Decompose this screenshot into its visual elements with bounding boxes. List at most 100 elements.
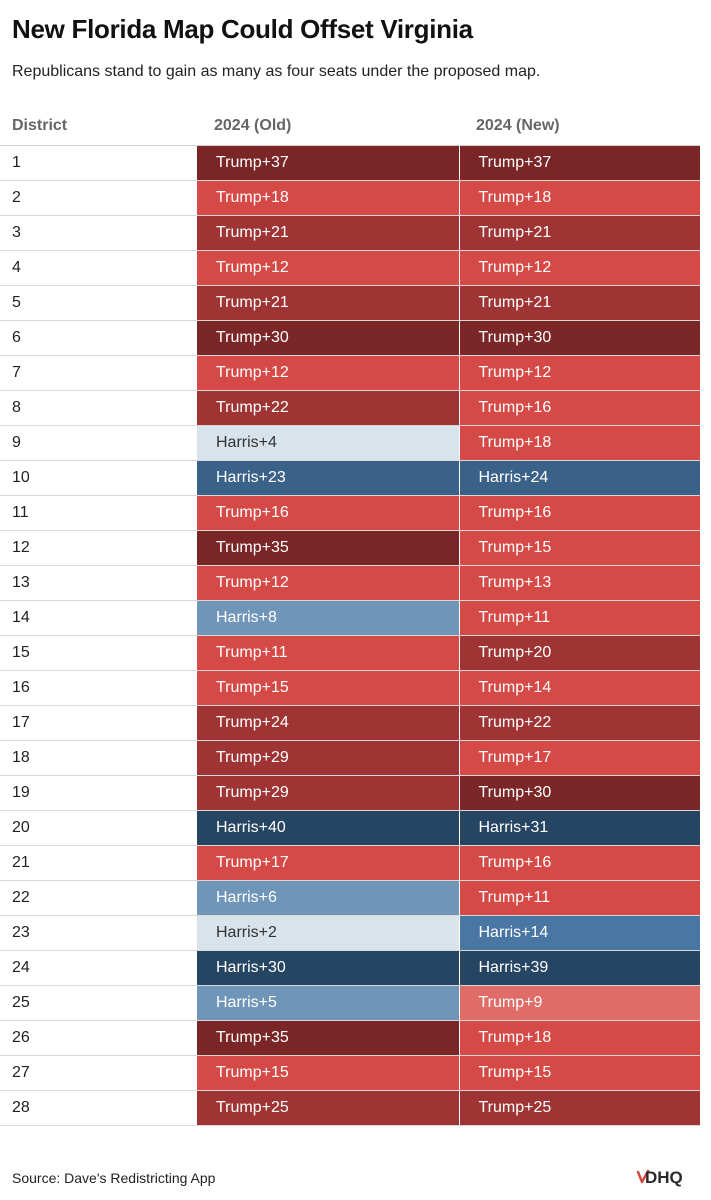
district-number: 5 xyxy=(0,285,197,321)
table-row: 11 Trump+16 Trump+16 xyxy=(0,495,700,531)
new-margin-cell: Trump+30 xyxy=(458,320,700,356)
district-number: 16 xyxy=(0,670,197,706)
table-row: 24 Harris+30 Harris+39 xyxy=(0,950,700,986)
district-number: 27 xyxy=(0,1055,197,1091)
new-margin-cell: Trump+15 xyxy=(458,530,700,566)
new-margin-cell: Harris+14 xyxy=(458,915,700,951)
table-row: 10 Harris+23 Harris+24 xyxy=(0,460,700,496)
table-row: 4 Trump+12 Trump+12 xyxy=(0,250,700,286)
new-margin-cell: Trump+37 xyxy=(458,145,700,181)
new-margin-cell: Trump+12 xyxy=(458,355,700,391)
new-margin-cell: Trump+21 xyxy=(458,285,700,321)
new-margin-cell: Harris+31 xyxy=(458,810,700,846)
district-number: 25 xyxy=(0,985,197,1021)
old-margin-cell: Harris+2 xyxy=(197,915,459,951)
new-margin-cell: Trump+16 xyxy=(458,495,700,531)
table-row: 3 Trump+21 Trump+21 xyxy=(0,215,700,251)
district-number: 13 xyxy=(0,565,197,601)
table-row: 19 Trump+29 Trump+30 xyxy=(0,775,700,811)
old-margin-cell: Trump+15 xyxy=(197,670,459,706)
district-number: 6 xyxy=(0,320,197,356)
table-row: 27 Trump+15 Trump+15 xyxy=(0,1055,700,1091)
svg-text:DHQ: DHQ xyxy=(645,1168,683,1187)
old-margin-cell: Trump+15 xyxy=(197,1055,459,1091)
new-margin-cell: Trump+12 xyxy=(458,250,700,286)
old-margin-cell: Trump+35 xyxy=(197,1020,459,1056)
new-margin-cell: Trump+16 xyxy=(458,390,700,426)
new-margin-cell: Trump+11 xyxy=(458,600,700,636)
table-row: 9 Harris+4 Trump+18 xyxy=(0,425,700,461)
table-row: 23 Harris+2 Harris+14 xyxy=(0,915,700,951)
table-row: 2 Trump+18 Trump+18 xyxy=(0,180,700,216)
old-margin-cell: Harris+8 xyxy=(197,600,459,636)
district-number: 14 xyxy=(0,600,197,636)
old-margin-cell: Harris+23 xyxy=(197,460,459,496)
district-number: 2 xyxy=(0,180,197,216)
table-header-row: District 2024 (Old) 2024 (New) xyxy=(0,106,700,146)
table-row: 17 Trump+24 Trump+22 xyxy=(0,705,700,741)
new-margin-cell: Trump+21 xyxy=(458,215,700,251)
table-row: 5 Trump+21 Trump+21 xyxy=(0,285,700,321)
old-margin-cell: Trump+22 xyxy=(197,390,459,426)
old-margin-cell: Trump+29 xyxy=(197,775,459,811)
old-margin-cell: Trump+25 xyxy=(197,1090,459,1126)
table-body: 1 Trump+37 Trump+37 2 Trump+18 Trump+18 3 Trump… xyxy=(0,145,700,1126)
old-margin-cell: Trump+16 xyxy=(197,495,459,531)
district-number: 8 xyxy=(0,390,197,426)
ddhq-logo: DHQ xyxy=(636,1168,683,1187)
column-header-old: 2024 (Old) xyxy=(197,106,459,146)
district-number: 10 xyxy=(0,460,197,496)
district-number: 15 xyxy=(0,635,197,671)
new-margin-cell: Trump+25 xyxy=(458,1090,700,1126)
district-number: 18 xyxy=(0,740,197,776)
results-table: District 2024 (Old) 2024 (New) 1 Trump+37… xyxy=(0,106,700,1126)
table-row: 18 Trump+29 Trump+17 xyxy=(0,740,700,776)
table-row: 13 Trump+12 Trump+13 xyxy=(0,565,700,601)
district-number: 11 xyxy=(0,495,197,531)
new-margin-cell: Harris+24 xyxy=(458,460,700,496)
new-margin-cell: Trump+9 xyxy=(458,985,700,1021)
table-row: 1 Trump+37 Trump+37 xyxy=(0,145,700,181)
new-margin-cell: Trump+13 xyxy=(458,565,700,601)
old-margin-cell: Trump+12 xyxy=(197,250,459,286)
table-row: 15 Trump+11 Trump+20 xyxy=(0,635,700,671)
new-margin-cell: Trump+30 xyxy=(458,775,700,811)
table-row: 6 Trump+30 Trump+30 xyxy=(0,320,700,356)
new-margin-cell: Trump+18 xyxy=(458,1020,700,1056)
new-margin-cell: Trump+22 xyxy=(458,705,700,741)
district-number: 9 xyxy=(0,425,197,461)
district-number: 21 xyxy=(0,845,197,881)
old-margin-cell: Trump+17 xyxy=(197,845,459,881)
district-number: 7 xyxy=(0,355,197,391)
old-margin-cell: Trump+18 xyxy=(197,180,459,216)
district-number: 26 xyxy=(0,1020,197,1056)
district-number: 24 xyxy=(0,950,197,986)
table-row: 14 Harris+8 Trump+11 xyxy=(0,600,700,636)
district-number: 28 xyxy=(0,1090,197,1126)
table-row: 16 Trump+15 Trump+14 xyxy=(0,670,700,706)
old-margin-cell: Harris+40 xyxy=(197,810,459,846)
old-margin-cell: Trump+29 xyxy=(197,740,459,776)
old-margin-cell: Trump+35 xyxy=(197,530,459,566)
district-number: 4 xyxy=(0,250,197,286)
table-row: 20 Harris+40 Harris+31 xyxy=(0,810,700,846)
district-number: 17 xyxy=(0,705,197,741)
new-margin-cell: Harris+39 xyxy=(458,950,700,986)
district-number: 22 xyxy=(0,880,197,916)
district-number: 3 xyxy=(0,215,197,251)
table-row: 12 Trump+35 Trump+15 xyxy=(0,530,700,566)
new-margin-cell: Trump+17 xyxy=(458,740,700,776)
new-margin-cell: Trump+20 xyxy=(458,635,700,671)
old-margin-cell: Trump+12 xyxy=(197,355,459,391)
table-row: 25 Harris+5 Trump+9 xyxy=(0,985,700,1021)
district-number: 1 xyxy=(0,145,197,181)
old-margin-cell: Trump+12 xyxy=(197,565,459,601)
column-header-district: District xyxy=(0,106,197,146)
district-number: 19 xyxy=(0,775,197,811)
new-margin-cell: Trump+11 xyxy=(458,880,700,916)
district-number: 12 xyxy=(0,530,197,566)
column-header-new: 2024 (New) xyxy=(459,106,700,146)
new-margin-cell: Trump+18 xyxy=(458,180,700,216)
chart-subtitle: Republicans stand to gain as many as fou… xyxy=(12,63,541,80)
old-margin-cell: Trump+37 xyxy=(197,145,459,181)
